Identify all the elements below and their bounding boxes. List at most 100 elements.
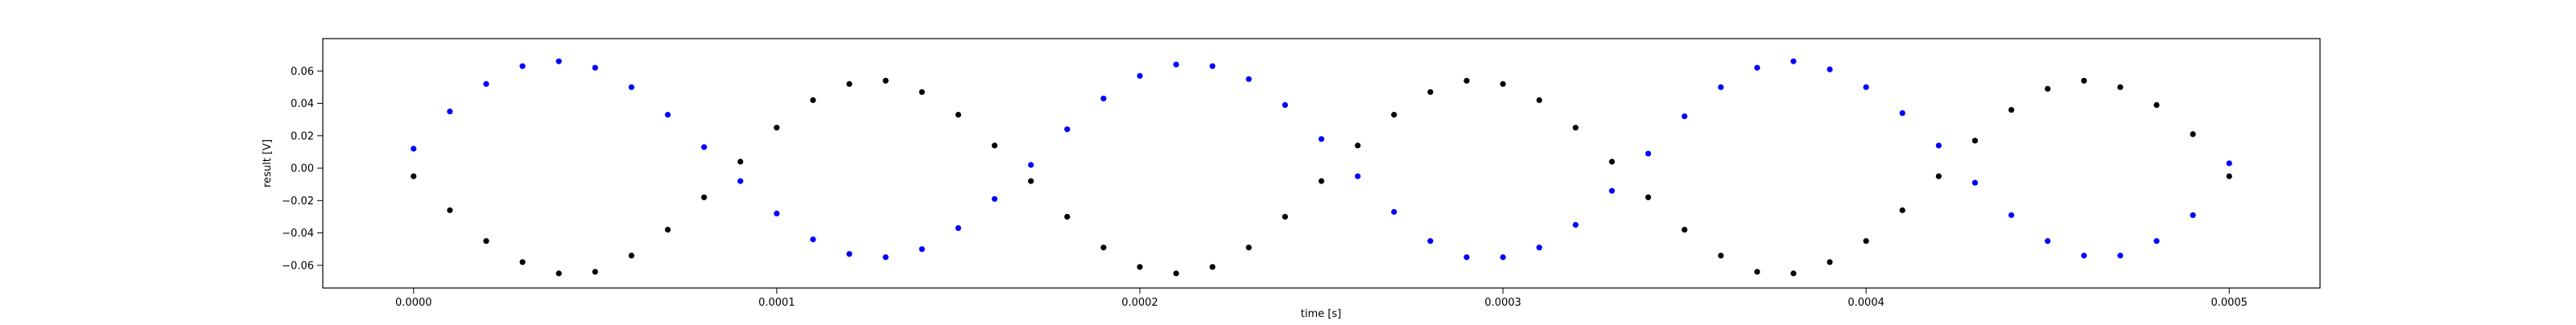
series-1-point	[1355, 142, 1361, 149]
series-0-point	[1391, 208, 1397, 215]
series-0-point	[592, 64, 598, 71]
series-0-point	[2153, 238, 2160, 245]
series-1-point	[1209, 264, 1216, 270]
series-1-point	[1064, 213, 1071, 220]
series-0-point	[664, 112, 671, 118]
series-1-point	[1245, 245, 1252, 251]
series-0-point	[1427, 238, 1434, 245]
series-0-point	[1681, 113, 1688, 120]
series-1	[411, 77, 2232, 277]
series-0-point	[991, 195, 998, 202]
series-1-point	[1935, 173, 1942, 179]
series-1-point	[555, 270, 562, 277]
series-1-point	[1645, 194, 1652, 200]
series-1-point	[1754, 269, 1761, 275]
series-1-point	[483, 238, 489, 245]
x-axis-label: time [s]	[1301, 308, 1341, 320]
series-1-point	[1827, 259, 1833, 265]
x-tick-label: 0.0000	[395, 297, 432, 309]
series-0-point	[1572, 221, 1579, 228]
series-0-point	[1790, 58, 1797, 64]
series-1-point	[774, 125, 780, 131]
series-0-point	[1645, 150, 1652, 157]
series-1-point	[1681, 226, 1688, 233]
y-tick-label: 0.06	[291, 66, 314, 78]
series-0-point	[846, 251, 852, 257]
series-0-point	[2117, 253, 2124, 259]
series-0-point	[919, 246, 925, 253]
series-1-point	[2045, 85, 2051, 92]
series-1-point	[1173, 270, 1179, 277]
y-tick-label: −0.04	[282, 228, 314, 240]
series-1-point	[2226, 173, 2232, 179]
series-1-point	[1100, 245, 1107, 251]
series-1-point	[701, 194, 708, 200]
series-1-point	[1899, 207, 1905, 213]
series-0-point	[955, 224, 962, 232]
series-1-point	[882, 77, 889, 84]
series-0-point	[1173, 61, 1179, 68]
series-0-point	[1718, 84, 1724, 90]
series-0-point	[2226, 160, 2232, 167]
series-1-point	[2153, 101, 2160, 109]
series-0-point	[2045, 238, 2051, 245]
x-tick-label: 0.0004	[1847, 297, 1885, 309]
series-0-point	[1827, 66, 1833, 72]
series-0-point	[701, 144, 708, 150]
series-1-point	[1500, 80, 1506, 87]
series-1-point	[1863, 238, 1869, 245]
series-1-point	[1318, 178, 1325, 184]
plot-frame	[322, 38, 2321, 289]
series-0-point	[2008, 212, 2015, 219]
series-1-point	[1718, 253, 1724, 259]
series-1-point	[2008, 106, 2015, 113]
series-1-point	[1427, 88, 1434, 96]
series-1-point	[991, 142, 998, 149]
series-1-point	[1282, 213, 1288, 220]
y-tick-label: −0.06	[282, 260, 314, 272]
y-axis-label: result [V]	[262, 139, 274, 187]
series-0-point	[1137, 72, 1143, 79]
x-tick-label: 0.0005	[2211, 297, 2248, 309]
series-0-point	[1536, 245, 1542, 251]
series-1-point	[2190, 131, 2196, 138]
series-1-point	[2081, 77, 2087, 84]
series-1-point	[1608, 158, 1615, 165]
series-1-point	[411, 173, 417, 179]
series-0	[411, 58, 2232, 261]
y-tick-label: 0.00	[291, 163, 314, 175]
series-0-point	[882, 254, 889, 261]
series-0-point	[447, 108, 453, 115]
series-0-point	[628, 84, 635, 90]
series-1-point	[737, 158, 744, 165]
series-0-point	[1754, 64, 1761, 71]
series-1-point	[1463, 77, 1470, 84]
series-0-point	[483, 80, 489, 87]
series-0-point	[411, 146, 417, 152]
x-tick-label: 0.0003	[1484, 297, 1521, 309]
ticks-layer: 0.0000 0.0001 0.0002 0.0003 0.0004 0.0005 −0.0…	[282, 66, 2248, 309]
series-1-point	[1028, 178, 1034, 184]
series-0-point	[1282, 101, 1288, 109]
series-0-point	[1899, 110, 1905, 117]
series-1-point	[519, 259, 526, 265]
series-1-point	[846, 80, 852, 87]
y-tick-label: 0.04	[291, 98, 314, 110]
x-tick-label: 0.0002	[1121, 297, 1158, 309]
series-0-point	[555, 58, 562, 64]
series-1-point	[664, 226, 671, 233]
series-1-point	[1572, 125, 1579, 131]
series-0-point	[1028, 162, 1034, 168]
series-0-point	[2081, 253, 2087, 259]
series-1-point	[447, 207, 453, 213]
series-0-point	[1935, 142, 1942, 149]
y-tick-label: −0.02	[282, 195, 314, 208]
series-0-point	[1863, 84, 1869, 90]
series-0-point	[1064, 126, 1071, 133]
series-0-point	[1463, 254, 1470, 261]
series-1-point	[1391, 112, 1397, 118]
series-0-point	[810, 237, 816, 243]
